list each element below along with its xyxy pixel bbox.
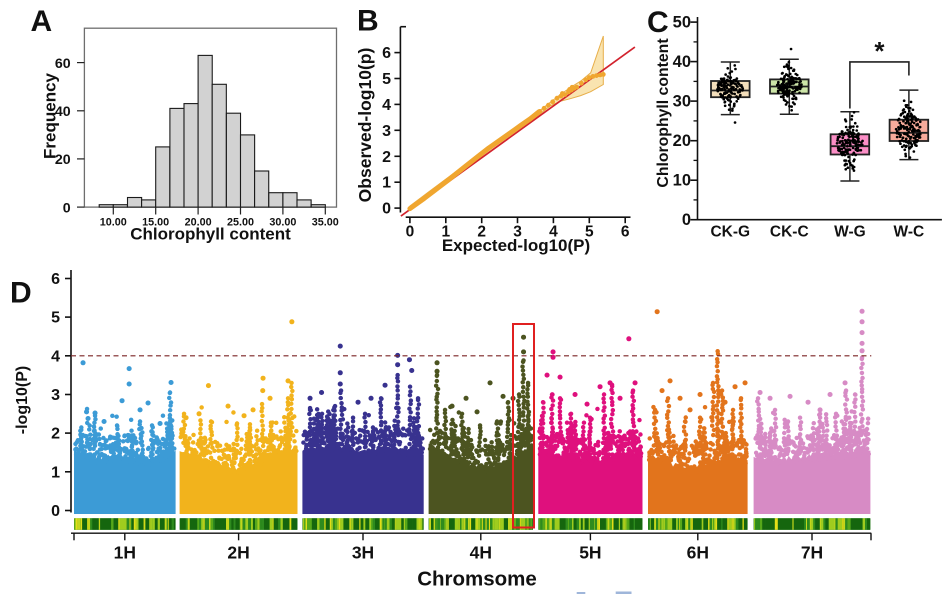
svg-text:7H: 7H <box>801 543 823 563</box>
svg-text:4: 4 <box>382 97 391 114</box>
svg-text:1: 1 <box>382 175 391 192</box>
svg-text:3: 3 <box>51 387 60 404</box>
svg-text:B: B <box>357 5 379 38</box>
svg-text:*: * <box>874 36 885 66</box>
svg-text:0: 0 <box>382 201 391 218</box>
svg-text:6: 6 <box>382 45 391 62</box>
svg-text:Frequency: Frequency <box>41 72 60 159</box>
svg-text:Chlorophyll content: Chlorophyll content <box>655 38 672 188</box>
svg-text:-log10(P): -log10(P) <box>14 366 31 434</box>
svg-text:0: 0 <box>406 224 415 241</box>
svg-text:5: 5 <box>51 310 60 327</box>
svg-text:6H: 6H <box>687 543 709 563</box>
svg-text:C: C <box>647 6 669 39</box>
svg-text:50: 50 <box>673 14 691 32</box>
svg-text:3: 3 <box>382 123 391 140</box>
svg-text:4: 4 <box>549 224 558 241</box>
svg-text:35.00: 35.00 <box>312 217 339 229</box>
svg-text:10.00: 10.00 <box>100 217 127 229</box>
svg-text:W-C: W-C <box>894 224 925 241</box>
svg-text:20: 20 <box>55 152 71 168</box>
svg-text:0: 0 <box>63 200 71 216</box>
svg-text:2: 2 <box>477 224 486 241</box>
svg-text:Chlorophyll content: Chlorophyll content <box>130 225 291 244</box>
svg-text:4H: 4H <box>470 543 492 563</box>
svg-text:W-G: W-G <box>834 224 866 241</box>
svg-text:5: 5 <box>585 224 594 241</box>
svg-text:30: 30 <box>673 93 691 111</box>
svg-text:1: 1 <box>51 464 60 481</box>
svg-text:2: 2 <box>382 149 391 166</box>
svg-text:Expected-log10(P): Expected-log10(P) <box>442 236 590 255</box>
svg-text:1: 1 <box>441 224 450 241</box>
svg-text:5H: 5H <box>579 543 601 563</box>
svg-text:25.00: 25.00 <box>227 217 254 229</box>
svg-text:20.00: 20.00 <box>185 217 212 229</box>
svg-text:6: 6 <box>51 271 60 288</box>
svg-text:30.00: 30.00 <box>269 217 296 229</box>
svg-text:5: 5 <box>382 71 391 88</box>
svg-text:1H: 1H <box>114 543 136 563</box>
svg-text:3: 3 <box>513 224 522 241</box>
svg-text:40: 40 <box>673 53 691 71</box>
svg-text:A: A <box>31 5 53 38</box>
svg-text:20: 20 <box>673 132 691 150</box>
svg-text:40: 40 <box>55 104 71 120</box>
svg-text:6: 6 <box>621 224 630 241</box>
svg-text:CK-G: CK-G <box>710 224 750 241</box>
svg-text:2H: 2H <box>227 543 249 563</box>
svg-text:CK-C: CK-C <box>770 224 809 241</box>
svg-text:4: 4 <box>51 348 60 365</box>
svg-text:60: 60 <box>55 56 71 72</box>
svg-text:2: 2 <box>51 426 60 443</box>
svg-text:0: 0 <box>51 503 60 520</box>
svg-text:3H: 3H <box>352 543 374 563</box>
svg-text:D: D <box>10 277 32 310</box>
svg-text:15.00: 15.00 <box>142 217 169 229</box>
svg-text:Chromsome: Chromsome <box>417 568 537 591</box>
svg-text:0: 0 <box>682 211 691 229</box>
svg-text:10: 10 <box>673 172 691 190</box>
svg-text:Observed-log10(p): Observed-log10(p) <box>355 48 375 203</box>
